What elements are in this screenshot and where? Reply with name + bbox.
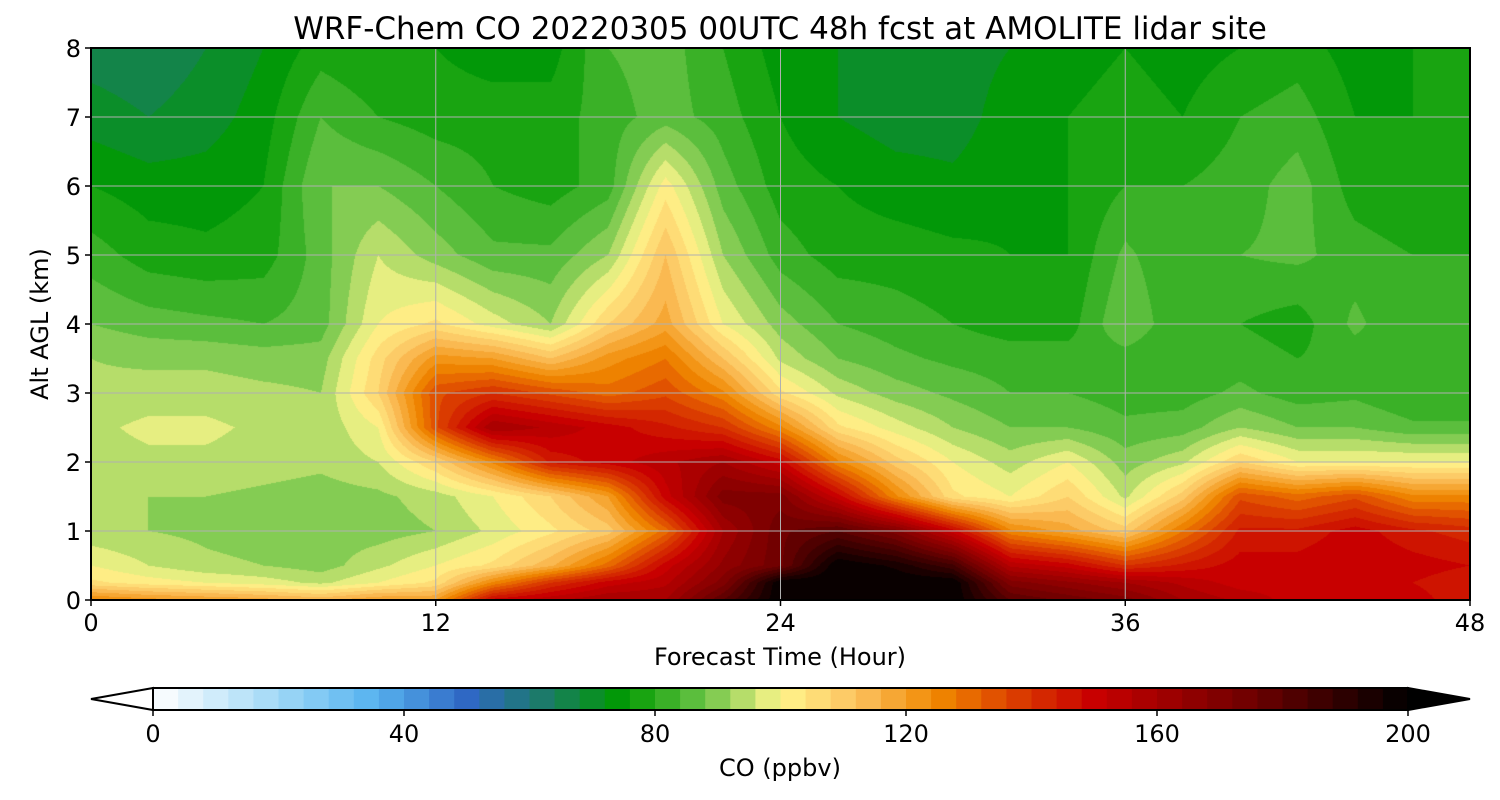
colorbar-swatch (178, 688, 204, 710)
grid-lines (91, 48, 1470, 600)
colorbar-swatch (1207, 688, 1233, 710)
colorbar-swatch (454, 688, 480, 710)
colorbar-swatch (705, 688, 731, 710)
y-tick-label: 4 (66, 311, 81, 339)
x-tick-label: 12 (420, 609, 451, 637)
y-tick-label: 7 (66, 104, 81, 132)
colorbar-swatch (429, 688, 455, 710)
colorbar-swatch (830, 688, 857, 710)
colorbar-swatch (353, 688, 380, 710)
colorbar-swatch (880, 688, 907, 710)
x-tick-label: 48 (1455, 609, 1486, 637)
colorbar-swatch (1257, 688, 1284, 710)
colorbar-extend-high (1407, 686, 1471, 712)
colorbar-swatch (404, 688, 430, 710)
colorbar-swatch (303, 688, 330, 710)
colorbar-swatch (1357, 688, 1384, 710)
colorbar-swatch (554, 688, 581, 710)
x-tick-label: 0 (83, 609, 98, 637)
colorbar-swatch (228, 688, 254, 710)
colorbar-swatch (1056, 688, 1083, 710)
colorbar-swatch (1382, 688, 1409, 710)
colorbar-swatch (629, 688, 656, 710)
colorbar-tick-label: 200 (1385, 720, 1431, 748)
colorbar-swatch (1131, 688, 1158, 710)
colorbar-swatch (153, 688, 179, 710)
colorbar-tick-label: 0 (145, 720, 160, 748)
colorbar-swatch (504, 688, 531, 710)
x-axis: 0 12 24 36 48 (83, 600, 1485, 637)
y-tick-label: 0 (66, 587, 81, 615)
colorbar-swatch (1307, 688, 1334, 710)
colorbar-tick-label: 160 (1134, 720, 1180, 748)
colorbar-swatch (378, 688, 405, 710)
colorbar-swatch (203, 688, 229, 710)
colorbar-swatch (655, 688, 681, 710)
colorbar-swatches (153, 688, 1409, 710)
colorbar-swatch (1157, 688, 1183, 710)
colorbar-swatch (1081, 688, 1108, 710)
colorbar-swatch (730, 688, 756, 710)
y-tick-label: 3 (66, 380, 81, 408)
x-axis-label: Forecast Time (Hour) (654, 643, 906, 671)
x-tick-label: 36 (1110, 609, 1141, 637)
colorbar-swatch (1332, 688, 1359, 710)
colorbar-swatch (956, 688, 982, 710)
colorbar-swatch (1232, 688, 1258, 710)
colorbar-ticks: 0 40 80 120 160 200 (145, 710, 1431, 748)
colorbar-tick-label: 40 (389, 720, 420, 748)
colorbar-tick-label: 80 (640, 720, 671, 748)
y-tick-label: 1 (66, 518, 81, 546)
colorbar-tick-label: 120 (883, 720, 929, 748)
y-axis: 0 1 2 3 4 5 6 7 8 (66, 35, 91, 615)
colorbar-swatch (278, 688, 305, 710)
colorbar-label: CO (ppbv) (719, 754, 841, 782)
y-tick-label: 8 (66, 35, 81, 63)
colorbar-swatch (328, 688, 355, 710)
colorbar-swatch (805, 688, 832, 710)
y-tick-label: 6 (66, 173, 81, 201)
y-tick-label: 2 (66, 449, 81, 477)
x-tick-label: 24 (765, 609, 796, 637)
y-tick-label: 5 (66, 242, 81, 270)
y-axis-label: Alt AGL (km) (26, 248, 54, 400)
colorbar-swatch (931, 688, 957, 710)
colorbar-swatch (479, 688, 505, 710)
colorbar-swatch (604, 688, 631, 710)
colorbar-frame (152, 687, 1409, 711)
colorbar-swatch (906, 688, 932, 710)
colorbar-swatch (755, 688, 782, 710)
colorbar-swatch (780, 688, 807, 710)
colorbar-swatch (579, 688, 606, 710)
colorbar-swatch (981, 688, 1007, 710)
colorbar-extend-low (90, 686, 154, 712)
colorbar-swatch (529, 688, 556, 710)
colorbar: 0 40 80 120 160 200 CO (ppbv) (90, 686, 1471, 782)
colorbar-swatch (1282, 688, 1309, 710)
colorbar-swatch (680, 688, 706, 710)
colorbar-swatch (1182, 688, 1208, 710)
colorbar-swatch (1031, 688, 1058, 710)
colorbar-swatch (1106, 688, 1133, 710)
colorbar-swatch (253, 688, 280, 710)
chart-title: WRF-Chem CO 20220305 00UTC 48h fcst at A… (293, 11, 1267, 47)
colorbar-swatch (1006, 688, 1033, 710)
colorbar-swatch (855, 688, 882, 710)
